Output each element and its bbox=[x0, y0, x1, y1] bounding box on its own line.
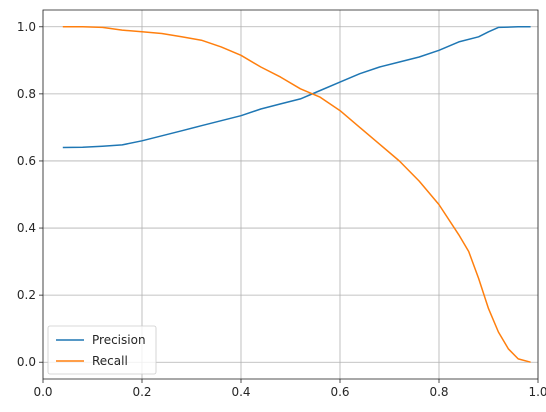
y-tick-label: 0.0 bbox=[17, 355, 36, 369]
legend-box bbox=[47, 325, 157, 375]
y-tick-label: 0.2 bbox=[17, 288, 36, 302]
x-tick-label: 0.6 bbox=[330, 385, 349, 399]
series-line-precision bbox=[62, 26, 531, 149]
x-tick-label: 0.2 bbox=[132, 385, 151, 399]
plot-frame bbox=[42, 9, 539, 380]
x-tick-label: 0.8 bbox=[429, 385, 448, 399]
axis-ticks: 0.0 0.2 0.4 0.6 0.8 1.0 0.0 0.2 0.4 0.6 0.8 1.0 bbox=[17, 20, 546, 399]
legend-label-precision: Precision bbox=[92, 333, 146, 347]
y-tick-label: 0.8 bbox=[17, 87, 36, 101]
x-tick-label: 1.0 bbox=[528, 385, 546, 399]
legend: Precision Recall bbox=[47, 325, 157, 375]
legend-label-recall: Recall bbox=[92, 354, 128, 368]
grid bbox=[42, 10, 539, 379]
y-tick-label: 0.4 bbox=[17, 221, 36, 235]
series-line-recall bbox=[62, 26, 531, 363]
y-tick-label: 1.0 bbox=[17, 20, 36, 34]
x-tick-label: 0.4 bbox=[231, 385, 250, 399]
x-tick-label: 0.0 bbox=[33, 385, 52, 399]
y-tick-label: 0.6 bbox=[17, 154, 36, 168]
series-lines bbox=[62, 26, 531, 363]
